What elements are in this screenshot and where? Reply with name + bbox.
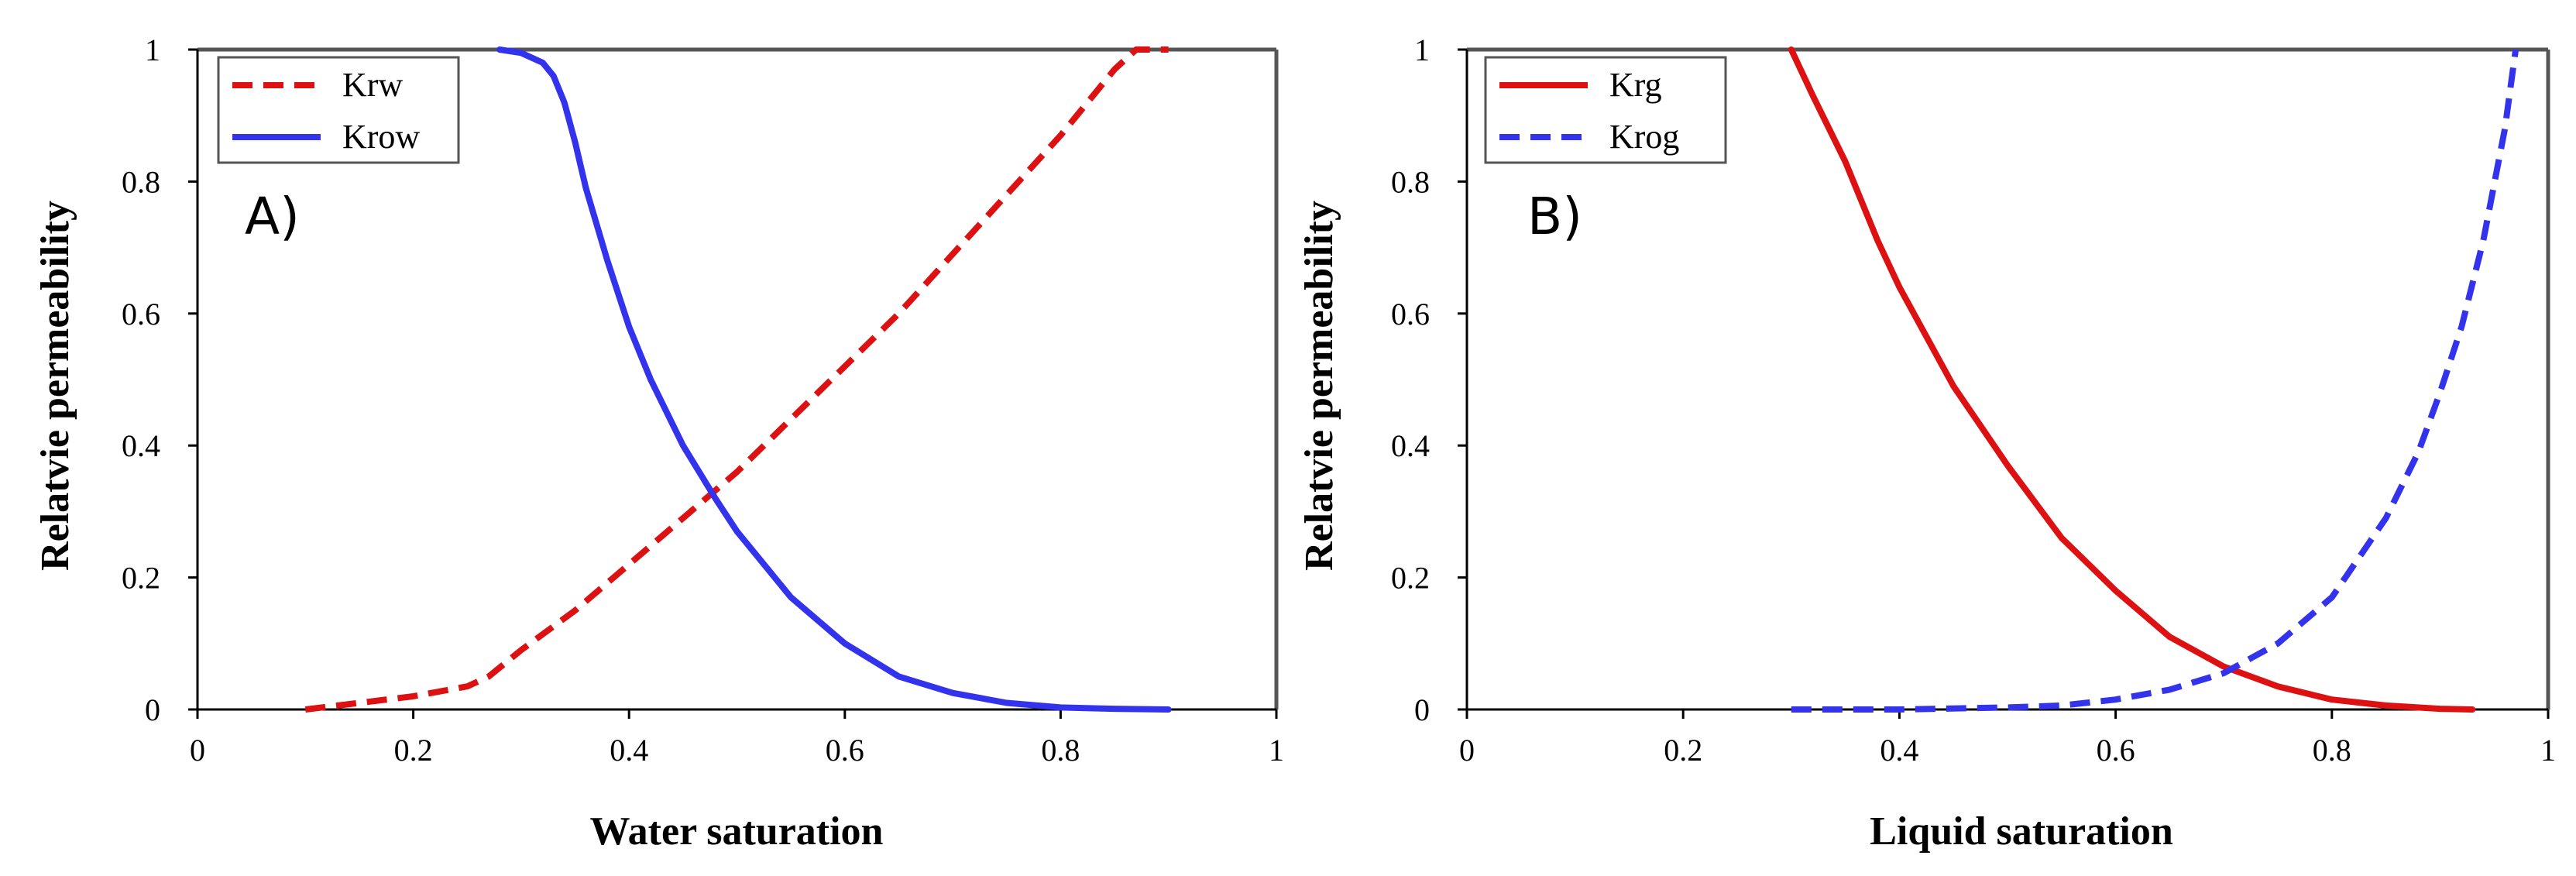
- y-tick-label: 0.4: [122, 428, 160, 463]
- x-tick-label: 0.8: [2313, 733, 2351, 768]
- legend-frame: [217, 56, 460, 164]
- x-tick-label: 0.8: [1041, 733, 1080, 768]
- y-tick-label: 1: [1414, 33, 1430, 67]
- x-tick-label: 1: [1269, 733, 1284, 768]
- x-tick-label: 0.6: [826, 733, 864, 768]
- legend-b: Krg Krog: [1484, 56, 1727, 164]
- x-tick-label: 0: [190, 733, 205, 768]
- legend-label-krw: Krw: [342, 66, 403, 104]
- y-axis-title: Relatvie permeability: [1297, 201, 1341, 571]
- y-tick-label: 0.8: [122, 164, 160, 199]
- panel-label-a: A): [245, 187, 300, 246]
- chart-panel-b: Relatvie permeability Liquid saturation …: [1297, 33, 2556, 854]
- x-tick-label: 0: [1459, 733, 1475, 768]
- series-line-krog: [1791, 49, 2519, 713]
- x-tick-label: 1: [2540, 733, 2556, 768]
- y-tick-label: 0.6: [122, 297, 160, 332]
- legend-label-krg: Krg: [1609, 66, 1662, 104]
- series-line-krow: [496, 46, 1172, 713]
- chart-panel-a: Relatvie permeability Water saturation A…: [33, 33, 1284, 854]
- x-tick-label: 0.6: [2097, 733, 2135, 768]
- x-tick-label: 0.4: [1880, 733, 1918, 768]
- y-tick-label: 0.4: [1391, 428, 1430, 463]
- legend-a: Krw Krow: [217, 56, 460, 164]
- legend-label-krow: Krow: [342, 118, 420, 156]
- y-tick-label: 0.8: [1391, 164, 1430, 199]
- y-axis-title: Relatvie permeability: [33, 201, 77, 571]
- series-line-krg: [1788, 46, 2476, 713]
- x-axis-title: Liquid saturation: [1870, 809, 2173, 854]
- y-tick-label: 1: [145, 33, 160, 67]
- y-tick-label: 0: [145, 692, 160, 727]
- y-tick-label: 0: [1414, 692, 1430, 727]
- x-tick-label: 0.4: [610, 733, 648, 768]
- x-tick-label: 0.2: [1664, 733, 1702, 768]
- legend-label-krog: Krog: [1609, 118, 1679, 156]
- series-line-krw: [304, 46, 1169, 713]
- panel-label-b: B): [1527, 187, 1582, 246]
- legend-frame: [1484, 56, 1727, 164]
- y-tick-label: 0.6: [1391, 297, 1430, 332]
- x-axis-title: Water saturation: [590, 809, 884, 854]
- x-tick-label: 0.2: [394, 733, 433, 768]
- y-tick-label: 0.2: [122, 561, 160, 596]
- y-tick-label: 0.2: [1391, 561, 1430, 596]
